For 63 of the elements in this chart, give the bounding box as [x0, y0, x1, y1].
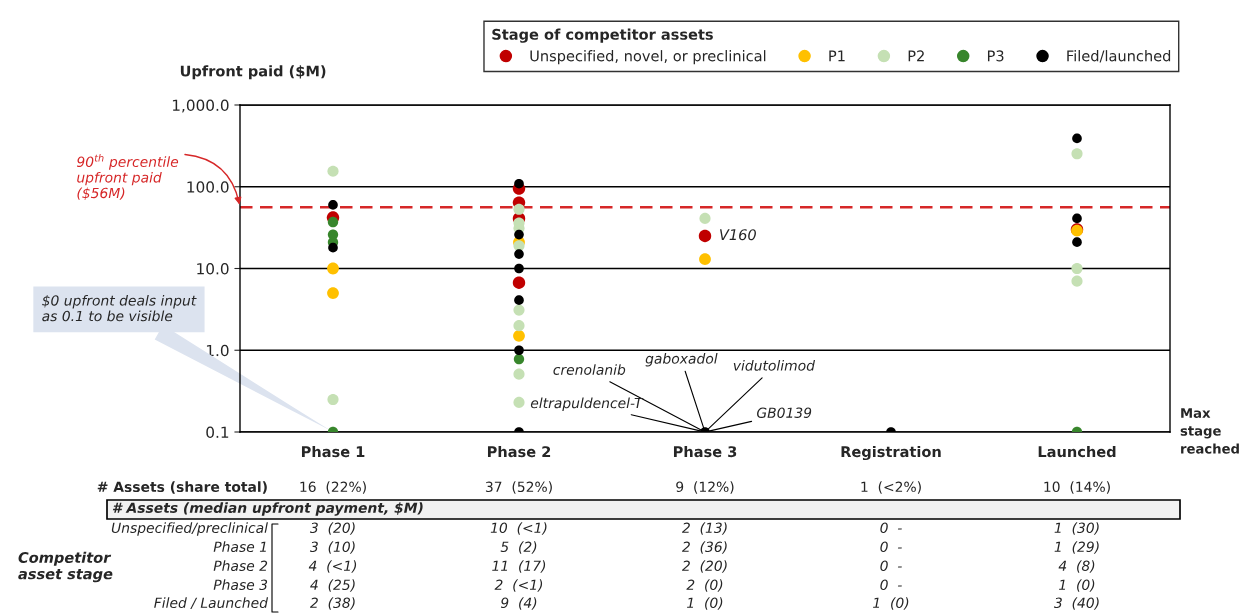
text: 4 (25): [310, 579, 355, 592]
y-axis-title: Upfront paid ($M): [180, 65, 326, 80]
text: 3 (20): [309, 522, 355, 535]
text: 4 (8): [1058, 560, 1095, 573]
y-tick-label: 10.0: [197, 262, 229, 275]
annotation: eltrapuldencel-T: [530, 397, 644, 411]
y-tick-label: 100.0: [187, 181, 229, 193]
text: 3 (40): [1053, 597, 1099, 610]
text: 2 (38): [309, 597, 355, 610]
text: 37 (52%): [485, 481, 552, 494]
text: 2 (0): [686, 579, 723, 592]
text: 0 -: [880, 541, 902, 553]
ref-line-label: 90$^{th}$ percentile upfront paid ($56M): [77, 154, 179, 201]
text: 9 (4): [500, 597, 537, 610]
annotation: crenolanib: [553, 364, 626, 375]
text: # Assets (median upfront payment, $M): [112, 502, 423, 516]
text: Unspecified/preclinical: [111, 522, 268, 536]
text: 1 (0): [1059, 579, 1095, 592]
text: $0 upfront deals input as 0.1 to be visible: [42, 294, 197, 322]
annotation: vidutolimod: [733, 360, 816, 371]
legend-title: Stage of competitor assets: [492, 28, 713, 43]
legend-label: P3: [987, 50, 1004, 62]
text: 2 (36): [681, 541, 727, 554]
text: # Assets (share total): [97, 481, 267, 494]
x-tick-label: Phase 3: [673, 445, 737, 458]
text: 11 (17): [492, 560, 546, 573]
x-tick-label: Launched: [1038, 445, 1116, 458]
text: 1 (0): [687, 597, 723, 610]
y-tick-label: 0.1: [206, 426, 229, 439]
text: Filed / Launched: [154, 597, 269, 610]
text: Phase 3: [213, 579, 268, 591]
text: 1 (0): [873, 597, 909, 610]
text: 2 (20): [681, 560, 727, 573]
text: 3 (10): [309, 541, 355, 554]
y-tick-label: 1,000.0: [172, 99, 229, 113]
text: 1 (<2%): [861, 481, 921, 494]
x-axis-title: Max stage reached: [1180, 408, 1239, 454]
text: 4 (<1): [308, 560, 357, 573]
text: 10 (<1): [490, 522, 547, 535]
annotation: gaboxadol: [645, 353, 718, 367]
text: 1 (30): [1054, 522, 1099, 535]
text: Phase 2: [213, 560, 268, 572]
text: 10 (14%): [1044, 481, 1110, 494]
x-tick-label: Phase 2: [487, 445, 551, 458]
x-tick-label: Registration: [841, 445, 941, 461]
legend-label: Filed/launched: [1067, 50, 1171, 63]
x-tick-label: Phase 1: [301, 445, 365, 458]
legend-label: P1: [829, 50, 845, 62]
text: 2 (<1): [494, 579, 543, 592]
text: Competitor asset stage: [18, 551, 113, 583]
text: 1 (29): [1054, 541, 1099, 554]
text: 2 (13): [681, 522, 727, 535]
legend-label: Unspecified, novel, or preclinical: [530, 50, 766, 65]
annotation: GB0139: [757, 407, 812, 418]
text: 0 -: [880, 579, 902, 591]
text: 9 (12%): [676, 481, 734, 494]
text: 0 -: [880, 522, 902, 534]
text: Phase 1: [213, 541, 266, 553]
legend-label: P2: [908, 50, 924, 62]
text: 5 (2): [500, 541, 537, 554]
text: 0 -: [880, 560, 902, 572]
annotation: V160: [720, 229, 756, 241]
text: 16 (22%): [300, 481, 366, 494]
